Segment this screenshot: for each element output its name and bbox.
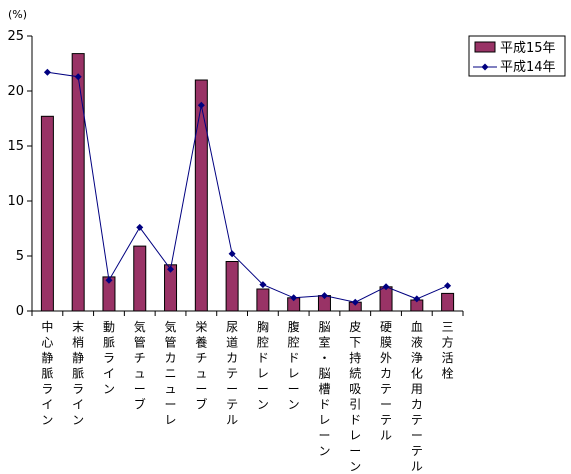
line-point	[105, 276, 113, 284]
legend-label: 平成15年	[500, 41, 556, 56]
x-category-label: 気管カニューレ	[165, 319, 177, 427]
legend-label: 平成14年	[500, 60, 556, 75]
x-category-label: 三方活栓	[442, 320, 454, 381]
x-category-label: 尿道カテーテル	[226, 320, 238, 427]
x-category-label: 皮下持続吸引ドレーン	[349, 320, 361, 474]
x-category-label: 硬膜外カテーテル	[380, 320, 392, 443]
line-point	[351, 298, 359, 306]
line-point	[413, 295, 421, 303]
bar	[256, 288, 270, 312]
bar	[194, 79, 208, 312]
y-axis-ticks: 0 5 10 15 20 25	[7, 29, 32, 319]
line-point	[167, 265, 175, 273]
y-tick-label: 0	[16, 304, 24, 319]
line-series	[43, 68, 452, 306]
x-axis-category-labels: 中心静脈ライン 末梢静脈ライン 動脈ライン 気管チューブ 気管カニューレ 栄養チューブ 尿道…	[41, 319, 453, 474]
line-point	[197, 101, 205, 109]
y-axis-unit-label: (%)	[8, 8, 27, 21]
x-category-label: 脳室・脳槽ドレーン	[318, 320, 330, 458]
line-point	[43, 68, 51, 76]
y-tick-label: 15	[7, 139, 24, 154]
axes	[31, 36, 464, 316]
line-point	[290, 294, 298, 302]
legend-bar-swatch	[474, 41, 496, 53]
legend-marker	[481, 63, 489, 71]
line-point	[136, 223, 144, 231]
bar-series	[40, 53, 455, 312]
line-point	[74, 73, 82, 81]
x-category-label: 動脈ライン	[103, 320, 115, 396]
bar	[225, 261, 239, 312]
bar	[133, 245, 147, 312]
bar	[40, 115, 54, 312]
x-category-label: 胸腔ドレーン	[257, 319, 269, 412]
y-tick-label: 10	[7, 194, 24, 209]
x-category-label: 血液浄化用カテーテル	[411, 320, 423, 474]
y-tick-label: 25	[7, 29, 24, 44]
line-point	[382, 283, 390, 291]
line-point	[259, 281, 267, 289]
x-category-label: 中心静脈ライン	[41, 319, 53, 427]
y-tick-label: 20	[7, 84, 24, 99]
line-point	[228, 250, 236, 258]
bar	[379, 286, 393, 312]
bar	[71, 53, 85, 312]
x-category-label: 栄養チューブ	[195, 320, 207, 412]
line-point	[320, 292, 328, 300]
line-point	[444, 282, 452, 290]
x-category-label: 末梢静脈ライン	[72, 320, 84, 427]
x-category-label: 気管チューブ	[134, 319, 146, 412]
bar	[441, 292, 455, 312]
series-line	[47, 71, 448, 303]
x-category-label: 腹腔ドレーン	[288, 320, 300, 412]
y-tick-label: 5	[16, 249, 24, 264]
